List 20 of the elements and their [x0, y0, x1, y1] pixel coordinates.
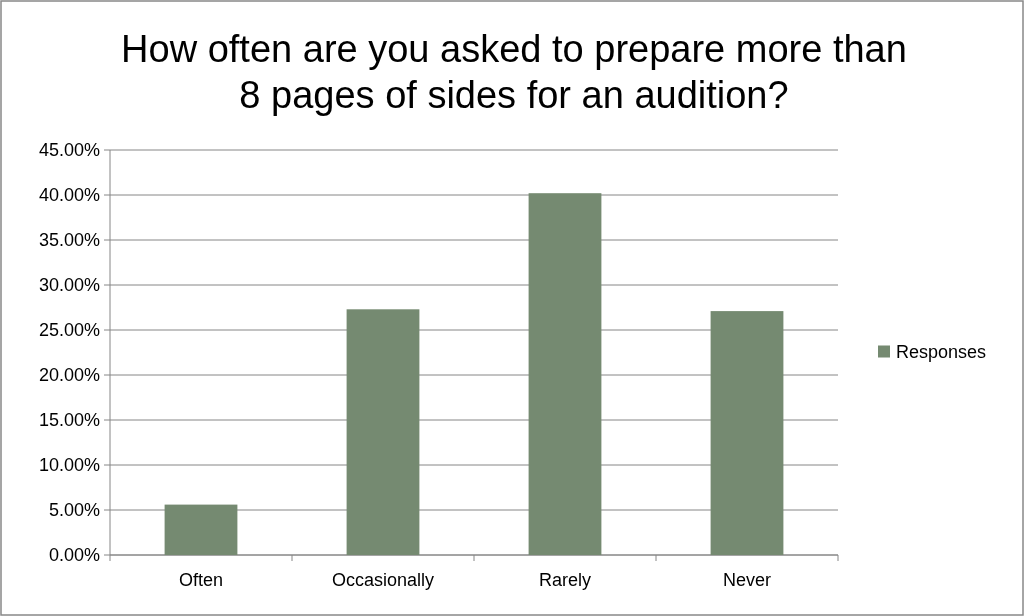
y-tick-label: 45.00% [38, 140, 100, 161]
x-tick-label: Often [178, 570, 224, 590]
y-tick-label: 0.00% [48, 545, 100, 566]
y-tick-label: 5.00% [48, 500, 100, 521]
chart-title: How often are you asked to prepare more than 8 pages of sides for an audition? [121, 28, 907, 116]
x-tick-label: Never [722, 570, 772, 590]
x-tick-label: Occasionally [331, 570, 435, 590]
bar [164, 504, 238, 555]
y-tick-label: 20.00% [38, 365, 100, 386]
bar [346, 309, 420, 555]
y-tick-label: 10.00% [38, 455, 100, 476]
bar [528, 193, 602, 555]
y-tick-label: 30.00% [38, 275, 100, 296]
x-tick-label: Rarely [538, 570, 592, 590]
legend-label: Responses [896, 341, 987, 362]
bar [710, 311, 784, 555]
y-tick-label: 35.00% [38, 230, 100, 251]
y-tick-label: 25.00% [38, 320, 100, 341]
y-tick-label: 40.00% [38, 185, 100, 206]
y-tick-label: 15.00% [38, 410, 100, 431]
